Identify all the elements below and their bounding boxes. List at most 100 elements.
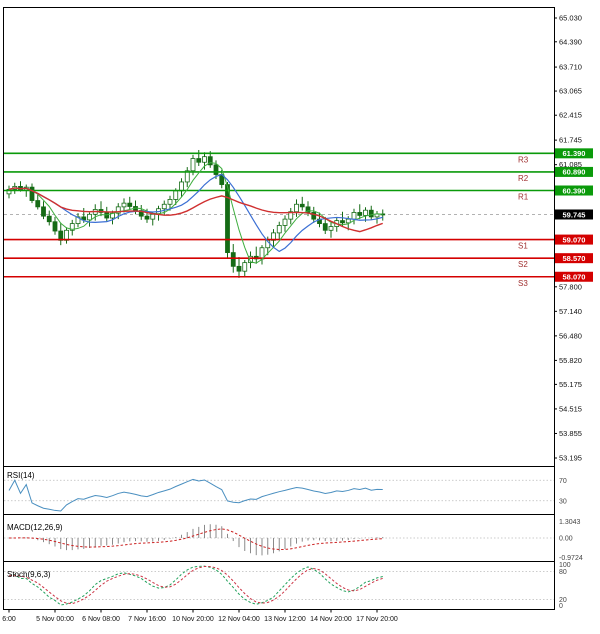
price-axis-label: 53.855 — [559, 429, 582, 438]
candle-body-up — [150, 213, 156, 220]
moving-average-24 — [8, 187, 383, 233]
price-axis-label: 62.415 — [559, 111, 582, 120]
candle-body-down — [368, 209, 374, 218]
level-name-s1: S1 — [518, 242, 528, 251]
price-axis-label: 61.085 — [559, 160, 582, 169]
price-axis-label: 56.480 — [559, 331, 582, 340]
candle-body-down — [357, 212, 363, 216]
candle-body-up — [288, 211, 294, 220]
macd-axis-label: -0.9724 — [559, 555, 583, 562]
time-axis-label: 6:00 — [2, 616, 16, 623]
time-axis-label: 10 Nov 20:00 — [172, 616, 214, 623]
stoch-k-line — [8, 565, 383, 606]
candle-body-up — [184, 170, 190, 183]
time-axis-label: 14 Nov 20:00 — [310, 616, 352, 623]
rsi-indicator-label: RSI(14) — [7, 471, 35, 480]
candle-body-down — [213, 164, 219, 175]
price-axis-label: 64.390 — [559, 37, 582, 46]
level-name-s2: S2 — [518, 260, 528, 269]
candle-body-up — [328, 226, 334, 231]
candle-body-down — [41, 206, 46, 217]
price-axis-label: 54.515 — [559, 404, 582, 413]
price-axis-label: 63.065 — [559, 87, 582, 96]
candle-body-up — [248, 255, 253, 264]
candle-body-up — [276, 225, 282, 234]
candle-body-down — [52, 221, 58, 232]
candle-body-up — [69, 223, 75, 231]
resistance-price-tag-r2 — [555, 166, 593, 177]
support-price-tag-text: 59.070 — [563, 235, 586, 244]
candle-body-down — [299, 203, 305, 208]
macd-signal-line — [8, 528, 383, 551]
candle-body-down — [29, 186, 35, 201]
price-axis-label: 63.710 — [559, 63, 582, 72]
moving-average-5 — [8, 162, 383, 264]
candle-body-up — [282, 218, 288, 226]
candle-body-up — [115, 206, 121, 214]
time-axis-label: 6 Nov 08:00 — [82, 616, 120, 623]
time-axis-label: 17 Nov 20:00 — [356, 616, 398, 623]
candle-body-up — [167, 199, 173, 205]
current-price-tag-text: 59.745 — [563, 210, 586, 219]
level-name-r1: R1 — [518, 193, 529, 202]
candle-body-down — [196, 158, 202, 163]
level-name-s3: S3 — [518, 279, 528, 288]
candle-body-down — [46, 215, 52, 223]
current-price-tag — [555, 209, 593, 220]
macd-indicator-label: MACD(12,26,9) — [7, 523, 63, 532]
candle-body-down — [144, 215, 150, 220]
price-axis-label: 57.800 — [559, 282, 582, 291]
support-price-tag-s2 — [555, 253, 593, 264]
stoch-axis-label: 0 — [559, 603, 563, 610]
price-axis-label: 57.140 — [559, 307, 582, 316]
price-axis-label: 65.030 — [559, 14, 582, 23]
price-axis-label: 53.195 — [559, 454, 582, 463]
candle-body-up — [345, 218, 351, 224]
candle-body-up — [294, 203, 299, 213]
support-price-tag-text: 58.070 — [563, 273, 586, 282]
candle-body-down — [127, 202, 133, 207]
candle-body-up — [363, 209, 368, 216]
candle-body-down — [311, 212, 317, 220]
candle-body-down — [207, 156, 213, 166]
candle-body-up — [351, 212, 357, 220]
candle-body-up — [161, 203, 167, 210]
time-axis-label: 7 Nov 16:00 — [128, 616, 166, 623]
stoch-indicator-label: Stoch(9,6,3) — [7, 570, 51, 579]
candle-body-down — [225, 184, 230, 253]
macd-axis-label: 0.00 — [559, 536, 573, 543]
stoch-axis-label: 100 — [559, 562, 571, 569]
candle-body-down — [230, 252, 236, 267]
candle-body-up — [87, 213, 92, 221]
candle-body-down — [340, 220, 345, 224]
rsi-line — [8, 478, 383, 512]
time-axis-label: 5 Nov 00:00 — [36, 616, 74, 623]
rsi-axis-label: 70 — [559, 478, 567, 485]
candle-body-up — [190, 158, 196, 172]
candle-body-up — [179, 181, 184, 192]
stoch-axis-label: 80 — [559, 569, 567, 576]
candle-body-up — [242, 262, 248, 272]
chart-frame — [3, 7, 555, 610]
time-axis-label: 13 Nov 12:00 — [264, 616, 306, 623]
price-axis-label: 55.820 — [559, 356, 582, 365]
price-axis-label: 55.175 — [559, 380, 582, 389]
resistance-price-tag-text: 60.890 — [563, 168, 586, 177]
resistance-price-tag-r1 — [555, 185, 593, 196]
support-price-tag-text: 58.570 — [563, 254, 586, 263]
price-axis-label: 61.745 — [559, 136, 582, 145]
candle-body-down — [35, 200, 41, 208]
resistance-price-tag-text: 61.390 — [563, 149, 586, 158]
stoch-d-line — [8, 566, 383, 605]
resistance-price-tag-text: 60.390 — [563, 186, 586, 195]
level-name-r2: R2 — [518, 174, 529, 183]
resistance-price-tag-r3 — [555, 148, 593, 159]
rsi-axis-label: 30 — [559, 498, 567, 505]
candle-body-down — [322, 223, 328, 231]
candle-body-down — [81, 216, 87, 221]
time-axis-label: 12 Nov 04:00 — [218, 616, 260, 623]
stoch-axis-label: 20 — [559, 597, 567, 604]
moving-average-10 — [8, 173, 383, 253]
